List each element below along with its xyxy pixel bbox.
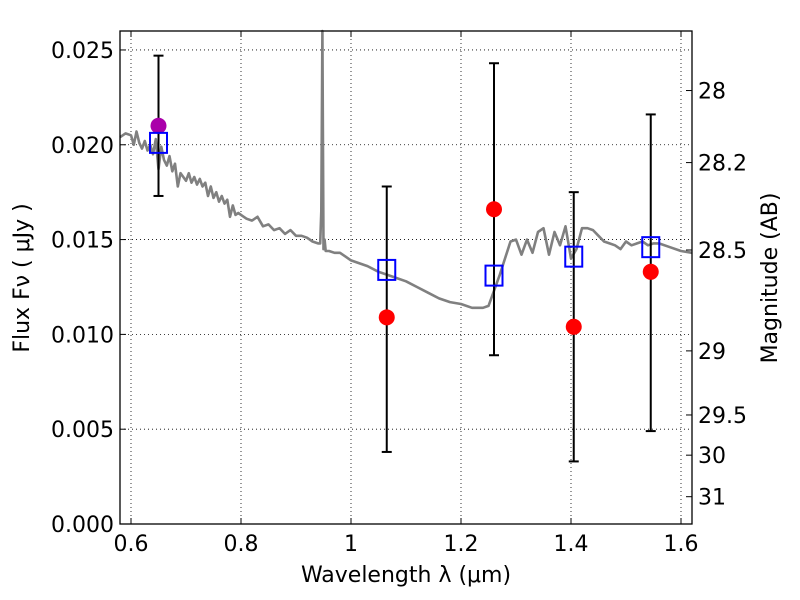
y-tick-label: 0.015: [51, 229, 114, 254]
x-axis-label: Wavelength λ (μm): [301, 563, 511, 588]
x-tick-label: 1.2: [444, 532, 479, 557]
synthetic-point: [149, 131, 168, 154]
y2-tick-label: 30: [698, 444, 726, 469]
observed-point: [565, 318, 582, 335]
y2-tick-label: 28.2: [698, 152, 747, 177]
y-axis-label: Flux Fν ( μJy ): [10, 203, 35, 352]
y2-tick-label: 28: [698, 80, 726, 105]
synthetic-point: [484, 264, 504, 287]
observed-point: [150, 117, 167, 134]
tick-marks-layer: [120, 31, 692, 525]
plot-frame: [119, 30, 693, 525]
x-tick-label: 1: [344, 532, 358, 557]
y-tick-label: 0.025: [51, 39, 114, 64]
synthetic-point: [641, 236, 661, 259]
y2-axis-label: Magnitude (AB): [758, 193, 783, 364]
x-tick-label: 1.6: [664, 532, 699, 557]
y-tick-label: 0.000: [51, 513, 114, 538]
observed-point: [486, 201, 502, 218]
synthetic-point: [564, 245, 584, 268]
synthetic-point: [377, 258, 397, 281]
x-tick-label: 1.4: [554, 532, 589, 557]
observed-point: [642, 263, 659, 280]
y2-tick-label: 29.5: [698, 404, 747, 429]
y2-tick-label: 31: [698, 486, 726, 511]
tick-labels-layer: 0.6 0.8 1 1.2 1.4 1.6 0.000 0.005 0.010 0.015 0.02…: [51, 39, 747, 557]
markers-layer: [149, 117, 661, 335]
model-spectrum-layer: [119, 29, 693, 310]
y2-tick-label: 29: [698, 340, 726, 365]
y-tick-label: 0.010: [51, 323, 114, 348]
observed-point: [378, 309, 395, 326]
x-tick-label: 0.8: [224, 532, 259, 557]
y2-tick-label: 28.5: [698, 239, 747, 264]
model-spectrum-line: [119, 29, 693, 310]
y-tick-label: 0.005: [51, 418, 114, 443]
x-tick-label: 0.6: [114, 532, 149, 557]
y-tick-label: 0.020: [51, 134, 114, 159]
